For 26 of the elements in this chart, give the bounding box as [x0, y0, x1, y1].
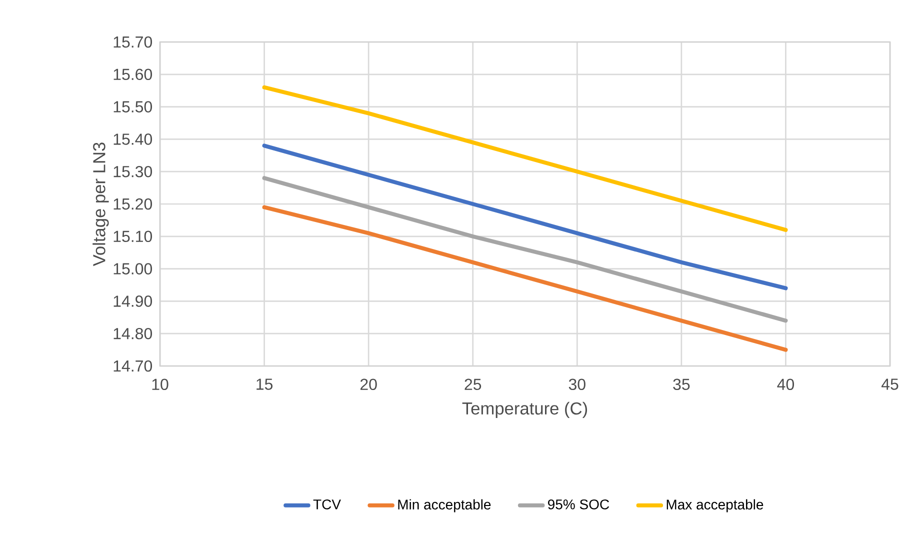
y-tick-label: 15.50: [114, 101, 152, 112]
x-tick-label: 25: [464, 378, 482, 390]
x-tick-label: 10: [152, 378, 168, 390]
y-tick-label: 14.90: [114, 296, 152, 307]
y-axis-title: Voltage per LN3: [92, 142, 109, 266]
y-tick-label: 15.10: [114, 230, 152, 242]
legend-label: Max acceptable: [666, 499, 764, 512]
legend-label: TCV: [313, 499, 341, 510]
y-tick-label: 15.70: [114, 36, 152, 48]
x-axis-title: Temperature (C): [462, 402, 587, 418]
y-tick-label: 15.00: [114, 263, 152, 274]
x-tick-label: 45: [881, 378, 898, 390]
line-series: [262, 205, 788, 352]
y-tick-label: 15.30: [114, 166, 152, 178]
y-tick-label: 15.40: [114, 134, 152, 145]
y-tick-label: 14.70: [114, 360, 152, 372]
legend-label: Min acceptable: [398, 499, 491, 512]
x-tick-label: 40: [777, 378, 794, 390]
legend-label: 95% SOC: [548, 499, 610, 510]
x-tick-label: 20: [360, 378, 377, 390]
y-tick-label: 14.80: [114, 328, 152, 340]
y-tick-label: 15.60: [114, 68, 152, 80]
x-tick-label: 35: [673, 378, 690, 390]
x-tick-label: 15: [256, 378, 273, 390]
y-tick-label: 15.20: [114, 198, 152, 210]
x-tick-label: 30: [568, 378, 586, 390]
